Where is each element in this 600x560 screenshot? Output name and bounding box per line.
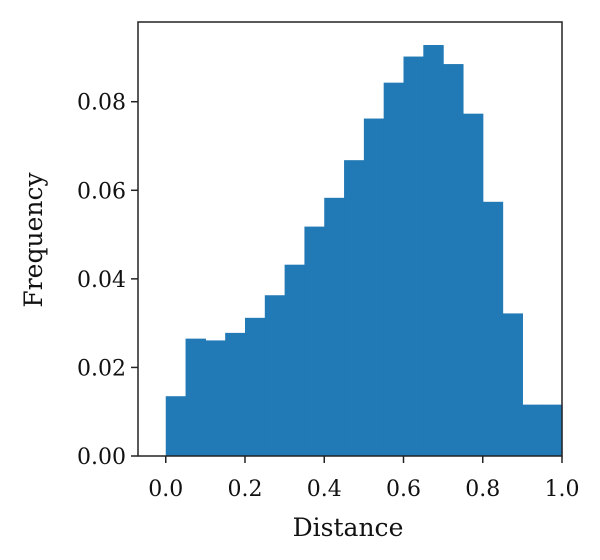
histogram-bar — [165, 396, 187, 456]
histogram-bar — [185, 338, 206, 456]
x-tick-label: 0.6 — [386, 477, 421, 502]
histogram-bar — [443, 64, 464, 457]
x-tick-label: 0.8 — [465, 477, 500, 502]
y-tick-label: 0.06 — [77, 179, 126, 204]
x-tick-label: 0.4 — [307, 477, 342, 502]
plot-frame — [137, 21, 563, 457]
x-axis: 0.0 0.2 0.4 0.6 0.8 1.0 — [148, 456, 580, 502]
y-axis: 0.00 0.02 0.04 0.06 0.08 — [77, 91, 138, 470]
histogram-bar — [403, 56, 424, 457]
y-tick-label: 0.00 — [77, 445, 126, 470]
histogram-bar — [542, 404, 563, 456]
y-tick-label: 0.08 — [77, 91, 126, 116]
x-tick-label: 1.0 — [545, 477, 580, 502]
histogram-bar — [344, 160, 365, 456]
histogram-bar — [522, 404, 543, 456]
x-tick-label: 0.0 — [148, 477, 183, 502]
bars-group — [165, 45, 563, 457]
y-axis-label: Frequency — [19, 172, 48, 308]
histogram-bar — [324, 197, 345, 457]
histogram-bar — [363, 118, 385, 457]
histogram-bar — [502, 313, 523, 456]
x-axis-label: Distance — [293, 513, 404, 542]
histogram-bar — [205, 340, 226, 456]
histogram-bar — [264, 295, 286, 456]
histogram-bar — [225, 332, 246, 456]
histogram-bar — [462, 113, 484, 457]
y-tick-label: 0.02 — [77, 356, 126, 381]
x-tick-label: 0.2 — [227, 477, 262, 502]
y-tick-label: 0.04 — [77, 268, 126, 293]
histogram-bar — [284, 264, 306, 456]
histogram-bar — [423, 45, 444, 457]
histogram-bar — [304, 226, 325, 456]
histogram-bar — [244, 317, 266, 456]
histogram-bar — [482, 201, 504, 456]
histogram-bar — [383, 82, 405, 457]
